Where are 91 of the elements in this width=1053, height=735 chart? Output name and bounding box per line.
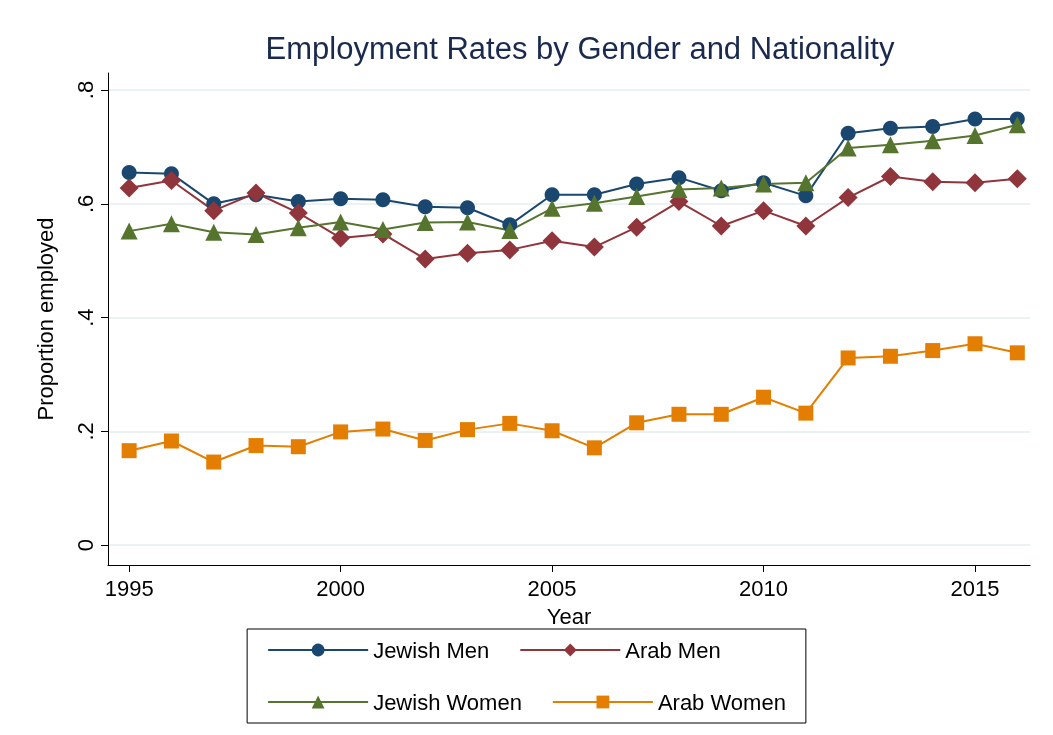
point (332, 213, 350, 231)
point (544, 187, 560, 203)
point (206, 454, 222, 470)
point (797, 174, 815, 192)
x-tick-label: 2015 (950, 575, 1000, 601)
point (628, 187, 646, 205)
point (375, 192, 391, 208)
point (120, 222, 138, 240)
point (542, 231, 562, 251)
point (500, 240, 520, 260)
point (880, 167, 900, 187)
point (460, 422, 475, 438)
point (247, 226, 265, 244)
point (584, 237, 604, 257)
point (670, 181, 688, 199)
point (627, 217, 647, 237)
point (417, 199, 433, 215)
point (459, 213, 476, 231)
point (415, 249, 435, 269)
point (925, 343, 941, 359)
point (460, 200, 475, 216)
point (1009, 345, 1025, 361)
point (838, 188, 858, 208)
x-tick-label: 1995 (104, 575, 154, 601)
point (119, 178, 139, 198)
point (711, 216, 731, 236)
point (839, 139, 857, 157)
point (967, 336, 983, 352)
point (586, 440, 602, 456)
point (374, 220, 392, 238)
point (712, 179, 730, 197)
point (1008, 116, 1026, 134)
point (965, 173, 985, 193)
point (585, 194, 603, 212)
point (502, 415, 518, 431)
point (544, 423, 560, 439)
legend-label: Arab Women (657, 689, 786, 715)
point (713, 406, 729, 422)
legend-label: Jewish Women (373, 689, 522, 715)
point (840, 125, 856, 141)
point (333, 424, 349, 440)
point (458, 243, 477, 263)
point (966, 127, 984, 145)
y-tick-label: 0 (72, 538, 98, 552)
point (882, 120, 898, 136)
point (798, 405, 814, 421)
point (629, 415, 645, 431)
point (289, 219, 307, 237)
point (629, 176, 645, 192)
point (924, 132, 942, 150)
point (121, 443, 137, 459)
x-tick-label: 2000 (316, 575, 366, 601)
y-tick-label: .2 (72, 422, 98, 441)
point (163, 433, 179, 449)
point (288, 203, 308, 223)
point (967, 111, 983, 127)
point (248, 438, 264, 454)
point (162, 215, 180, 233)
x-tick-label: 2010 (739, 575, 789, 601)
point (121, 165, 137, 181)
point (417, 432, 433, 448)
y-axis-title: Proportion employed (32, 217, 58, 421)
y-tick-label: .8 (72, 80, 98, 100)
point (925, 118, 941, 134)
x-axis-title: Year (546, 603, 592, 629)
y-tick-label: .6 (72, 194, 98, 213)
y-tick-label: .4 (72, 308, 98, 327)
x-tick-label: 2005 (527, 575, 577, 601)
point (754, 201, 774, 221)
point (331, 228, 351, 248)
point (375, 421, 391, 437)
point (796, 216, 816, 236)
point (840, 350, 856, 366)
point (881, 136, 899, 154)
point (501, 222, 519, 240)
point (543, 199, 561, 217)
point (1007, 169, 1027, 189)
point (333, 191, 349, 207)
point (161, 171, 181, 190)
point (416, 214, 434, 232)
point (923, 172, 943, 192)
point (204, 201, 224, 221)
legend-label: Arab Men (625, 637, 721, 663)
point (671, 406, 687, 422)
legend-label: Jewish Men (373, 637, 490, 663)
point (671, 170, 687, 186)
point (290, 439, 306, 455)
point (882, 348, 898, 364)
chart-title: Employment Rates by Gender and Nationality (265, 31, 895, 66)
point (205, 223, 223, 241)
point (756, 389, 772, 405)
